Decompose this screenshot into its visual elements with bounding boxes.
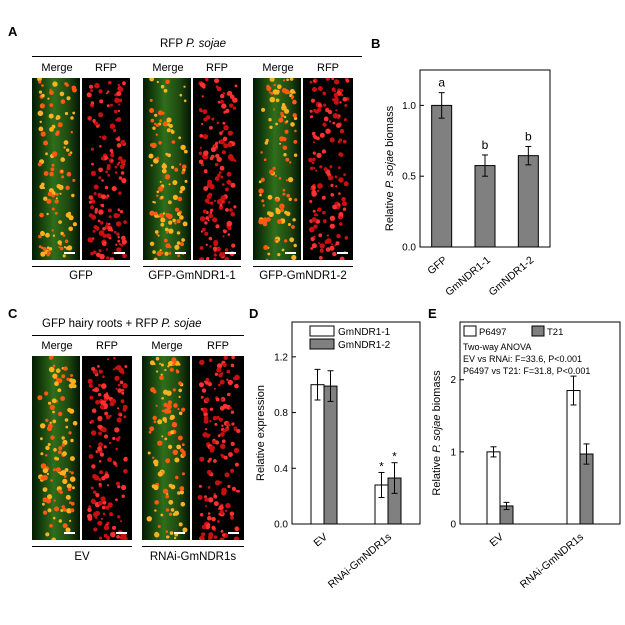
panel-a-caption-1: GFP <box>69 270 93 282</box>
legend-swatch <box>531 325 545 337</box>
panel-c-caption-line-1 <box>32 546 132 547</box>
significance-mark: * <box>379 459 384 473</box>
panel-c-header: GFP hairy roots + RFP P. sojae <box>42 318 202 330</box>
bar <box>310 384 325 525</box>
panel-a-caption-line-1 <box>32 266 130 267</box>
y-tick-label: 1.2 <box>274 352 288 363</box>
anova-annotation: EV vs RNAi: F=33.6, P<0.001 <box>463 354 582 364</box>
legend-label: P6497 <box>479 327 506 338</box>
y-axis-label: Relative P. sojae biomass <box>384 105 396 231</box>
micrograph-merge <box>32 78 80 260</box>
scale-bar <box>64 252 75 254</box>
y-tick-label: 2 <box>450 375 456 386</box>
panel-a-caption-2: GFP-GmNDR1-1 <box>148 270 236 282</box>
panel-label-e: E <box>428 306 437 321</box>
micrograph-rfp <box>82 356 132 540</box>
bar <box>566 390 581 525</box>
panel-a-rfp-label-1: RFP <box>95 62 117 74</box>
y-tick-label: 0.4 <box>274 464 288 475</box>
legend-swatch <box>309 338 335 350</box>
bar <box>486 451 501 525</box>
panel-label-a: A <box>8 24 18 39</box>
scale-bar <box>116 532 127 534</box>
panel-c-rfp-label-1: RFP <box>96 340 118 352</box>
panel-c-header-line <box>32 335 244 336</box>
panel-a-header: RFP P. sojae <box>160 38 227 50</box>
significance-letter: a <box>438 76 445 90</box>
panel-a-rfp-label-2: RFP <box>206 62 228 74</box>
y-tick-label: 0 <box>450 520 456 531</box>
significance-letter: b <box>525 129 532 143</box>
panel-c-rfp-label-2: RFP <box>207 340 229 352</box>
chart-b: 0.0 0.5 1.0 Relative P. sojae biomass a GFP b G… <box>384 69 551 299</box>
significance-mark: * <box>392 450 397 464</box>
panel-label-b: B <box>371 36 381 51</box>
scale-bar <box>285 252 296 254</box>
plot-frame <box>291 321 421 525</box>
anova-annotation: P6497 vs T21: F=31.8, P<0.001 <box>463 366 590 376</box>
y-tick-label: 0.0 <box>402 243 416 254</box>
panel-c-caption-line-2 <box>142 546 244 547</box>
micrograph-rfp <box>303 78 353 260</box>
micrograph-rfp <box>192 356 244 540</box>
legend-label: GmNDR1-2 <box>338 340 391 351</box>
bar <box>474 165 496 248</box>
scale-bar <box>114 252 125 254</box>
micrograph-merge <box>32 356 80 540</box>
x-tick-label: GFP <box>425 254 449 277</box>
x-tick-label: RNAi-GmNDR1s <box>518 531 586 591</box>
panel-a-merge-label-1: Merge <box>41 62 73 74</box>
chart-e: 0 1 2 Relative P. sojae biomass EV RNAi-GmNDR… <box>431 321 621 591</box>
legend-swatch <box>309 325 335 337</box>
scale-bar <box>175 252 186 254</box>
panel-a-caption-line-3 <box>253 266 353 267</box>
micrograph-rfp <box>82 78 130 260</box>
x-tick-label: RNAi-GmNDR1s <box>326 531 394 591</box>
scale-bar <box>228 532 239 534</box>
y-tick-label: 1.0 <box>402 101 416 112</box>
chart-d: 0.0 0.4 0.8 1.2 Relative expression EV * * RNAi-… <box>255 321 421 591</box>
micrograph-merge <box>143 78 191 260</box>
bar <box>323 385 338 525</box>
x-tick-label: EV <box>487 531 505 549</box>
panel-label-d: D <box>249 306 259 321</box>
panel-label-c: C <box>8 306 18 321</box>
panel-a-header-line <box>32 56 362 57</box>
panel-c-caption-2: RNAi-GmNDR1s <box>149 551 237 563</box>
panel-a-merge-label-2: Merge <box>152 62 184 74</box>
panel-c-merge-label-2: Merge <box>151 340 183 352</box>
legend-swatch <box>463 325 477 337</box>
panel-a-caption-3: GFP-GmNDR1-2 <box>259 270 347 282</box>
scale-bar <box>337 252 348 254</box>
anova-annotation: Two-way ANOVA <box>463 342 531 352</box>
panel-a-caption-line-2 <box>143 266 241 267</box>
scale-bar <box>225 252 236 254</box>
y-axis-label: Relative P. sojae biomass <box>431 370 443 496</box>
scale-bar <box>174 532 185 534</box>
micrograph-merge <box>142 356 190 540</box>
scale-bar <box>64 532 75 534</box>
x-tick-label: GmNDR1-2 <box>487 254 537 299</box>
panel-a-merge-label-3: Merge <box>262 62 294 74</box>
micrograph-merge <box>253 78 301 260</box>
bar <box>517 155 539 248</box>
y-tick-label: 1 <box>450 447 456 458</box>
legend-label: T21 <box>547 327 563 338</box>
y-tick-label: 0.5 <box>402 172 416 183</box>
y-tick-label: 0.8 <box>274 408 288 419</box>
y-axis-label: Relative expression <box>255 385 267 481</box>
legend-label: GmNDR1-1 <box>338 327 391 338</box>
panel-c-caption-1: EV <box>74 551 90 563</box>
significance-letter: b <box>482 138 489 152</box>
bar <box>431 104 453 248</box>
y-tick-label: 0.0 <box>274 520 288 531</box>
x-tick-label: EV <box>311 531 329 549</box>
x-tick-label: GmNDR1-1 <box>443 254 493 299</box>
panel-a-rfp-label-3: RFP <box>317 62 339 74</box>
panel-c-merge-label-1: Merge <box>41 340 73 352</box>
micrograph-rfp <box>193 78 241 260</box>
plot-frame <box>459 321 621 525</box>
